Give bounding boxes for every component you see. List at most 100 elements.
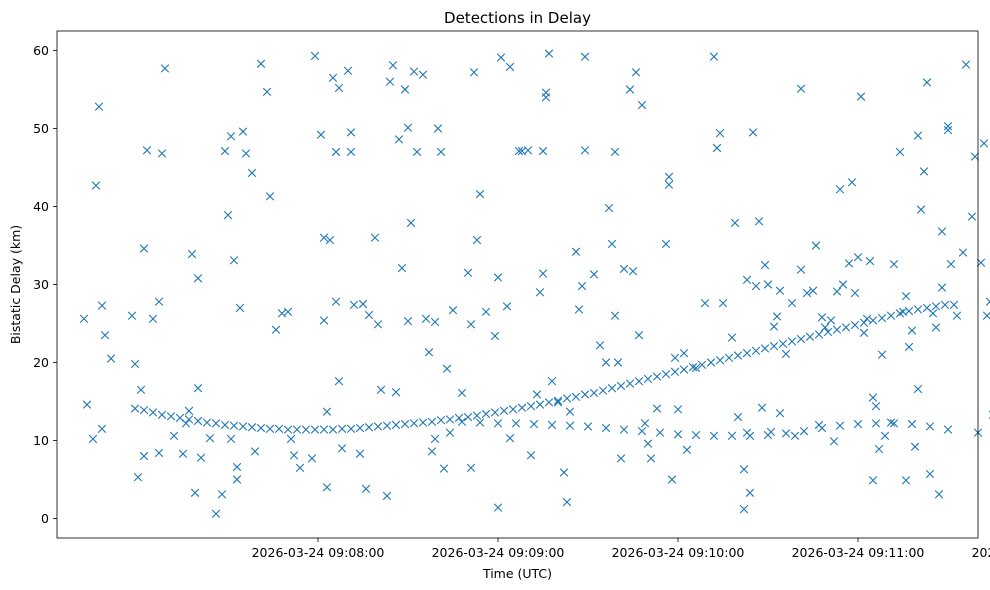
- data-point: [388, 61, 398, 70]
- data-point: [727, 333, 737, 342]
- data-point: [601, 358, 611, 367]
- data-point: [682, 445, 692, 455]
- data-point: [598, 386, 608, 395]
- data-point: [637, 426, 647, 436]
- data-point: [580, 52, 590, 61]
- data-point: [760, 344, 770, 353]
- data-point: [763, 280, 773, 289]
- data-point: [211, 509, 221, 519]
- data-point: [157, 149, 167, 158]
- x-axis-label: Time (UTC): [482, 566, 552, 581]
- data-point: [931, 302, 941, 311]
- data-point: [529, 419, 539, 429]
- data-point: [832, 325, 842, 334]
- data-point: [700, 299, 710, 308]
- data-point: [283, 307, 293, 316]
- data-point: [334, 377, 344, 386]
- data-point: [634, 377, 644, 386]
- data-point: [691, 363, 701, 373]
- data-point: [403, 123, 413, 132]
- data-point: [544, 398, 554, 407]
- data-point: [709, 431, 719, 441]
- data-point: [475, 189, 485, 199]
- data-point: [715, 128, 725, 138]
- data-point: [769, 322, 779, 331]
- data-point: [691, 430, 701, 440]
- data-point: [826, 316, 836, 325]
- data-point: [742, 348, 752, 358]
- data-point: [220, 146, 230, 156]
- data-point: [421, 314, 431, 324]
- data-point: [310, 51, 320, 61]
- data-point: [160, 64, 170, 73]
- data-point: [127, 311, 137, 320]
- data-point: [976, 258, 986, 267]
- data-point: [712, 143, 722, 153]
- data-point: [583, 422, 593, 431]
- data-point: [958, 248, 968, 257]
- data-point: [853, 419, 863, 429]
- data-point: [238, 422, 248, 431]
- data-point: [751, 346, 761, 355]
- data-point: [157, 410, 167, 419]
- data-point: [943, 121, 953, 131]
- data-point: [778, 339, 788, 348]
- data-point: [580, 146, 590, 155]
- data-point: [796, 84, 806, 93]
- data-point: [256, 59, 266, 68]
- data-point: [286, 434, 296, 444]
- data-point: [466, 463, 476, 472]
- data-point: [535, 288, 545, 297]
- data-point: [766, 427, 776, 437]
- data-point: [907, 326, 917, 335]
- data-point: [142, 146, 152, 155]
- data-point: [769, 341, 779, 351]
- data-point: [625, 379, 635, 388]
- data-point: [841, 323, 851, 332]
- x-tick-label: 2026-03-24 09:12:00: [972, 545, 990, 560]
- data-point: [274, 424, 284, 433]
- data-point: [193, 416, 203, 426]
- data-point: [616, 454, 626, 463]
- data-point: [571, 392, 581, 402]
- data-point: [937, 283, 947, 292]
- data-point: [838, 280, 848, 289]
- data-point: [745, 488, 755, 497]
- data-point: [517, 403, 527, 412]
- data-point: [382, 421, 392, 430]
- data-point: [82, 400, 92, 409]
- data-point: [916, 205, 926, 214]
- data-point: [511, 419, 521, 428]
- data-point: [499, 406, 509, 416]
- data-point: [100, 331, 110, 340]
- data-point: [229, 421, 239, 430]
- data-point: [661, 239, 671, 249]
- data-point: [307, 454, 317, 463]
- data-point: [289, 451, 299, 460]
- data-point: [817, 313, 827, 322]
- data-point: [751, 281, 761, 291]
- data-point: [739, 504, 749, 514]
- data-point: [886, 311, 896, 320]
- data-point: [271, 325, 281, 334]
- data-point: [403, 316, 413, 326]
- data-point: [130, 404, 140, 413]
- data-point: [637, 100, 647, 110]
- data-point: [823, 327, 833, 337]
- data-point: [970, 152, 980, 161]
- y-axis-label: Bistatic Delay (km): [8, 225, 23, 344]
- data-point: [742, 275, 752, 285]
- data-point: [418, 418, 428, 427]
- data-point: [862, 314, 872, 324]
- data-point: [328, 73, 338, 82]
- data-point: [544, 49, 554, 58]
- data-point: [331, 297, 341, 306]
- data-point: [796, 265, 806, 274]
- data-points: [79, 49, 990, 519]
- data-point: [574, 305, 584, 314]
- data-point: [106, 354, 116, 363]
- data-point: [250, 447, 260, 456]
- data-point: [607, 384, 617, 393]
- data-point: [628, 267, 638, 276]
- data-point: [835, 421, 845, 430]
